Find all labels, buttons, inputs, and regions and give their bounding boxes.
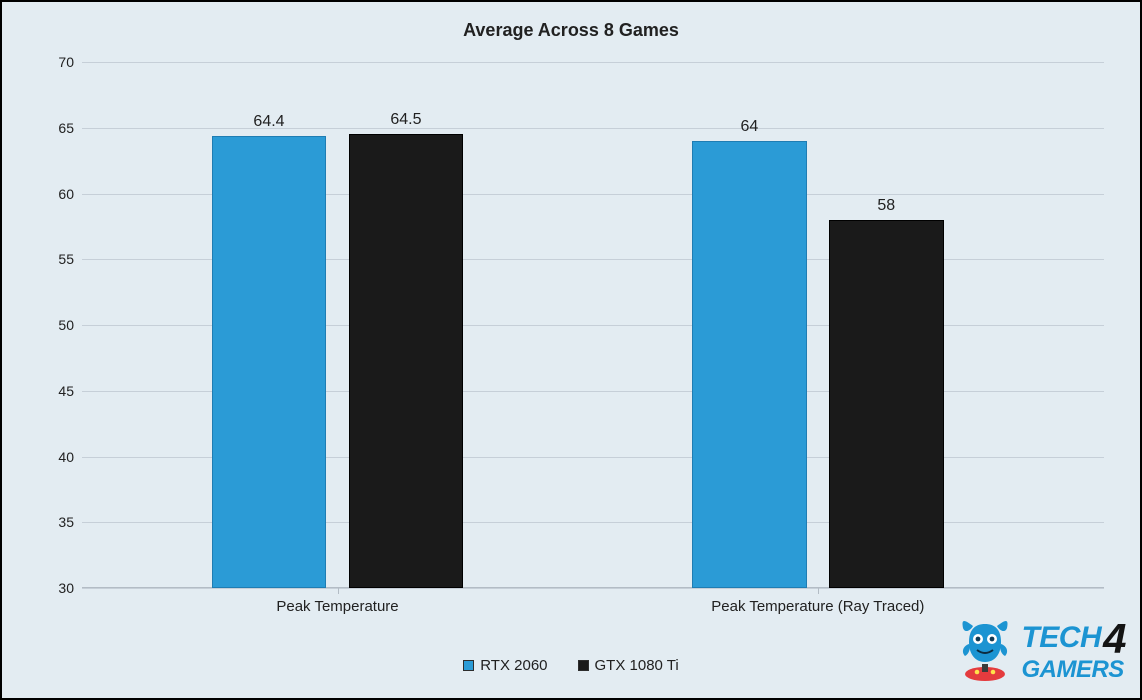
bar-value-label: 64.5 <box>390 111 421 129</box>
bar: 64 <box>692 141 806 588</box>
grid-line <box>82 128 1104 129</box>
bar-value-label: 64.4 <box>253 113 284 131</box>
x-tick <box>338 588 339 594</box>
bar-value-label: 58 <box>877 197 895 215</box>
legend-swatch-icon <box>578 660 589 671</box>
bar: 64.5 <box>349 134 463 588</box>
y-tick-label: 30 <box>50 580 82 596</box>
chart-title: Average Across 8 Games <box>2 2 1140 49</box>
legend-item: RTX 2060 <box>463 657 547 674</box>
y-tick-label: 40 <box>50 449 82 465</box>
bar: 58 <box>829 220 943 588</box>
legend-label: RTX 2060 <box>480 657 547 674</box>
x-tick <box>818 588 819 594</box>
y-tick-label: 65 <box>50 120 82 136</box>
legend-item: GTX 1080 Ti <box>578 657 679 674</box>
category-label: Peak Temperature (Ray Traced) <box>711 598 924 615</box>
grid-line <box>82 588 1104 589</box>
y-tick-label: 70 <box>50 54 82 70</box>
category-label: Peak Temperature <box>276 598 398 615</box>
logo-mascot-icon <box>955 616 1015 684</box>
grid-line <box>82 62 1104 63</box>
tech4gamers-logo: TECH4 GAMERS <box>955 616 1126 684</box>
logo-text: TECH4 GAMERS <box>1021 619 1126 682</box>
y-tick-label: 60 <box>50 186 82 202</box>
bar-value-label: 64 <box>740 118 758 136</box>
bar: 64.4 <box>212 136 326 588</box>
legend-swatch-icon <box>463 660 474 671</box>
y-tick-label: 35 <box>50 514 82 530</box>
plot-area: 303540455055606570Peak Temperature64.464… <box>82 62 1104 588</box>
logo-text-top: TECH <box>1021 621 1101 654</box>
y-tick-label: 50 <box>50 317 82 333</box>
legend-label: GTX 1080 Ti <box>595 657 679 674</box>
y-tick-label: 45 <box>50 383 82 399</box>
logo-text-four: 4 <box>1103 619 1126 659</box>
y-tick-label: 55 <box>50 251 82 267</box>
chart-container: Average Across 8 Games 30 35 40 45 50 55 60 65 7… <box>0 0 1142 700</box>
logo-text-bottom: GAMERS <box>1021 659 1126 682</box>
